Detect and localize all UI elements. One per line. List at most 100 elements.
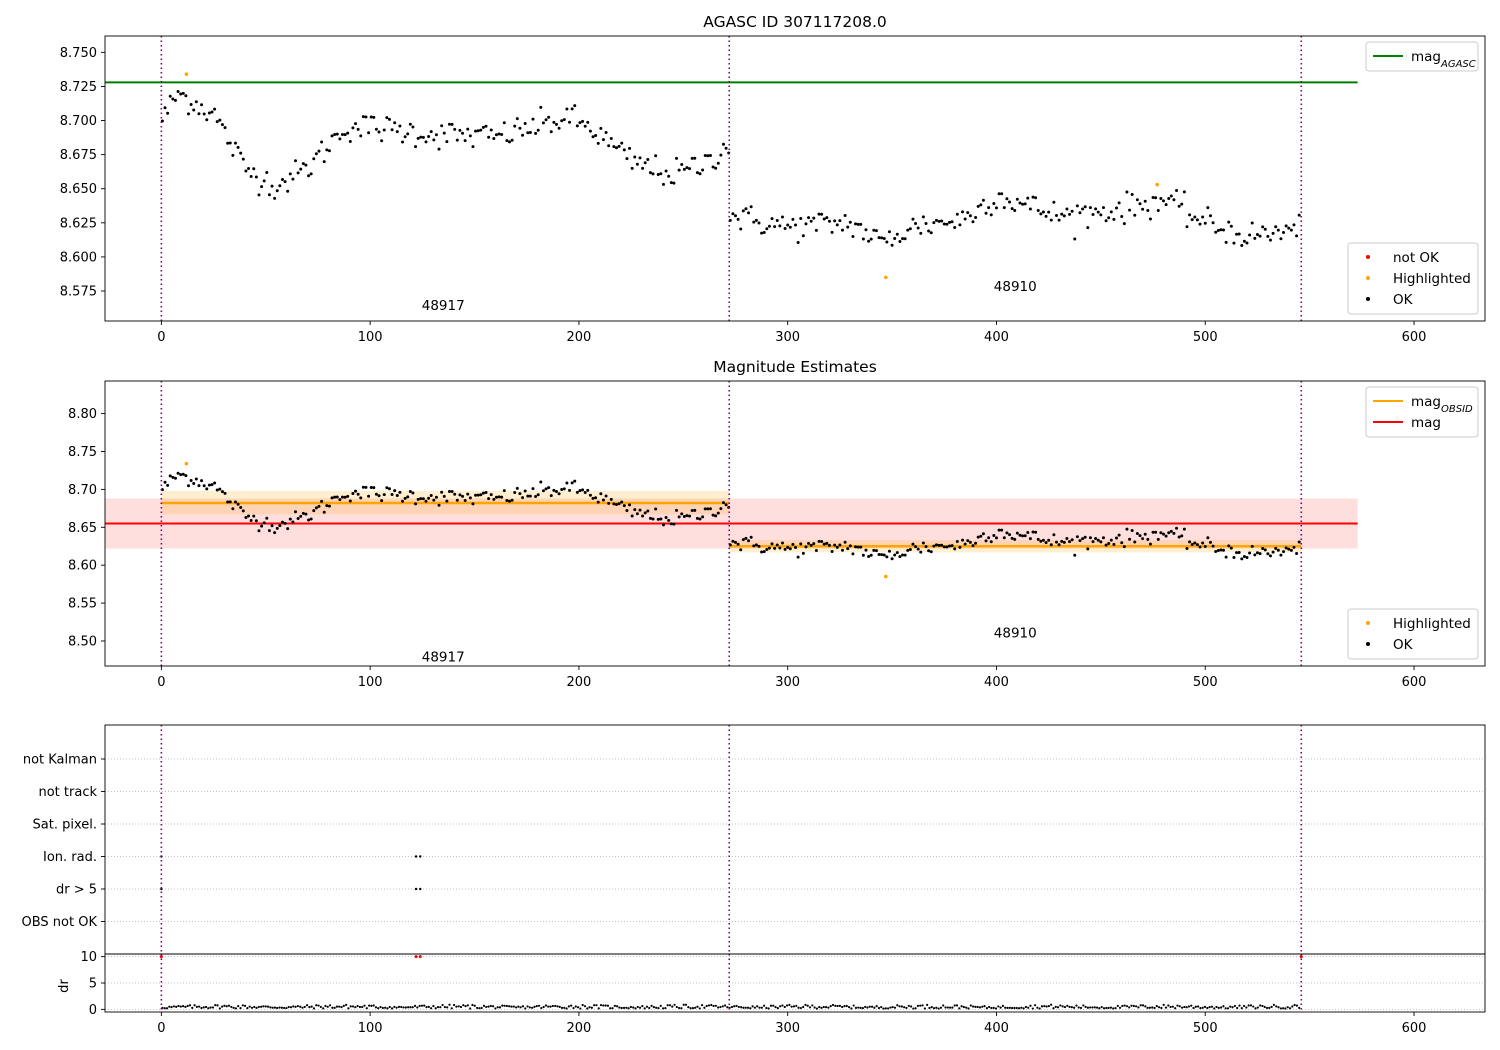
data-point-ok (322, 510, 326, 514)
dr-point (1183, 1005, 1186, 1009)
data-point-ok (814, 228, 818, 232)
data-point-ok (1235, 551, 1239, 555)
dr-point (198, 1005, 201, 1008)
data-point-ok (812, 542, 816, 546)
data-point-ok (711, 513, 715, 517)
dr-point (168, 1005, 171, 1008)
data-point-ok (479, 128, 483, 132)
data-point-ok (688, 514, 692, 518)
data-point-ok (708, 507, 712, 511)
dr-point (854, 1006, 858, 1009)
dr-point (1033, 1004, 1037, 1007)
data-point-ok (947, 220, 951, 224)
data-point-ok (794, 545, 798, 549)
dr-point (1059, 1004, 1062, 1007)
dr-point (643, 1007, 646, 1010)
data-point-ok (554, 489, 558, 493)
dr-point (216, 1004, 219, 1007)
dr-point-high (159, 955, 163, 959)
data-point-ok (1224, 555, 1228, 559)
y-tick-label: 8.675 (60, 148, 97, 163)
data-point-ok (741, 538, 745, 542)
dr-point (1121, 1004, 1124, 1008)
data-point-ok (393, 489, 397, 493)
data-point-ok (254, 175, 258, 179)
dr-point (563, 1006, 566, 1009)
data-point-ok (380, 499, 384, 503)
dr-point (691, 1007, 695, 1010)
dr-point (1171, 1005, 1174, 1008)
data-point-ok (1182, 190, 1186, 194)
data-point-ok (1107, 541, 1111, 545)
dr-point (942, 1004, 945, 1007)
data-point-ok (200, 479, 204, 483)
dr-point (434, 1007, 437, 1010)
dr-point (193, 1004, 196, 1007)
data-point-ok (620, 141, 624, 145)
dr-point (572, 1006, 575, 1010)
data-point-ok (1005, 197, 1009, 201)
data-point-ok (1083, 535, 1087, 539)
data-point-ok (859, 222, 863, 226)
dr-point (340, 1006, 343, 1009)
data-point-ok (257, 529, 261, 533)
data-point-ok (455, 498, 459, 502)
dr-point (758, 1006, 761, 1009)
dr-point (250, 1006, 254, 1009)
data-point-ok (1148, 542, 1152, 546)
data-point-ok (257, 193, 261, 197)
data-point-ok (434, 133, 438, 137)
data-point-ok (1115, 206, 1119, 210)
dr-point (811, 1004, 814, 1007)
data-point-ok (192, 108, 196, 112)
data-point-ok (1201, 541, 1205, 545)
data-point-ok (773, 225, 777, 229)
data-point-ok (721, 501, 725, 505)
data-point-ok (497, 495, 501, 499)
dr-point (969, 1004, 972, 1007)
dr-point (381, 1006, 384, 1010)
y-tick-label: 5 (89, 977, 97, 992)
data-point-ok (1219, 228, 1223, 232)
dr-point (774, 1005, 777, 1009)
data-point-ok (1015, 531, 1019, 535)
data-point-highlighted (884, 574, 888, 579)
dr-point (1027, 1006, 1030, 1009)
dr-point (441, 1003, 444, 1007)
data-point-ok (703, 507, 707, 511)
data-point-ok (786, 223, 790, 227)
data-point-ok (252, 514, 256, 518)
data-point-ok (244, 169, 248, 173)
panel-agasc: 48917 48910 0 100 200 300 400 500 600 8.575 8.600 8… (60, 35, 1486, 345)
data-point-ok (994, 206, 998, 210)
data-point-ok (1023, 202, 1027, 206)
data-point-ok (1237, 232, 1241, 236)
data-point-ok (1091, 213, 1095, 217)
data-point-ok (1068, 540, 1072, 544)
dr-point (1242, 1004, 1246, 1008)
data-point-ok (445, 140, 449, 144)
dr-point (1112, 1007, 1115, 1010)
data-point-ok (265, 516, 269, 520)
data-point-ok (1154, 196, 1158, 200)
data-point-ok (1248, 551, 1252, 555)
data-point-ok (1021, 534, 1025, 538)
data-point-ok (536, 493, 540, 497)
data-point-ok (914, 222, 918, 226)
data-point-ok (757, 544, 761, 548)
data-point-ok (513, 491, 517, 495)
data-point-ok (1175, 526, 1179, 530)
data-point-ok (474, 493, 478, 497)
data-point-ok (987, 536, 991, 540)
dr-point (838, 1004, 841, 1007)
data-point-ok (497, 132, 501, 136)
data-point-ok (168, 474, 172, 478)
data-point-ok (1065, 207, 1069, 211)
data-point-ok (173, 98, 177, 102)
data-point-ok (523, 489, 527, 493)
data-point-ok (1034, 530, 1038, 534)
data-point-ok (554, 122, 558, 126)
legend-dot-marker (1366, 255, 1370, 259)
data-point-ok (1070, 209, 1074, 213)
data-point-ok (596, 141, 600, 145)
